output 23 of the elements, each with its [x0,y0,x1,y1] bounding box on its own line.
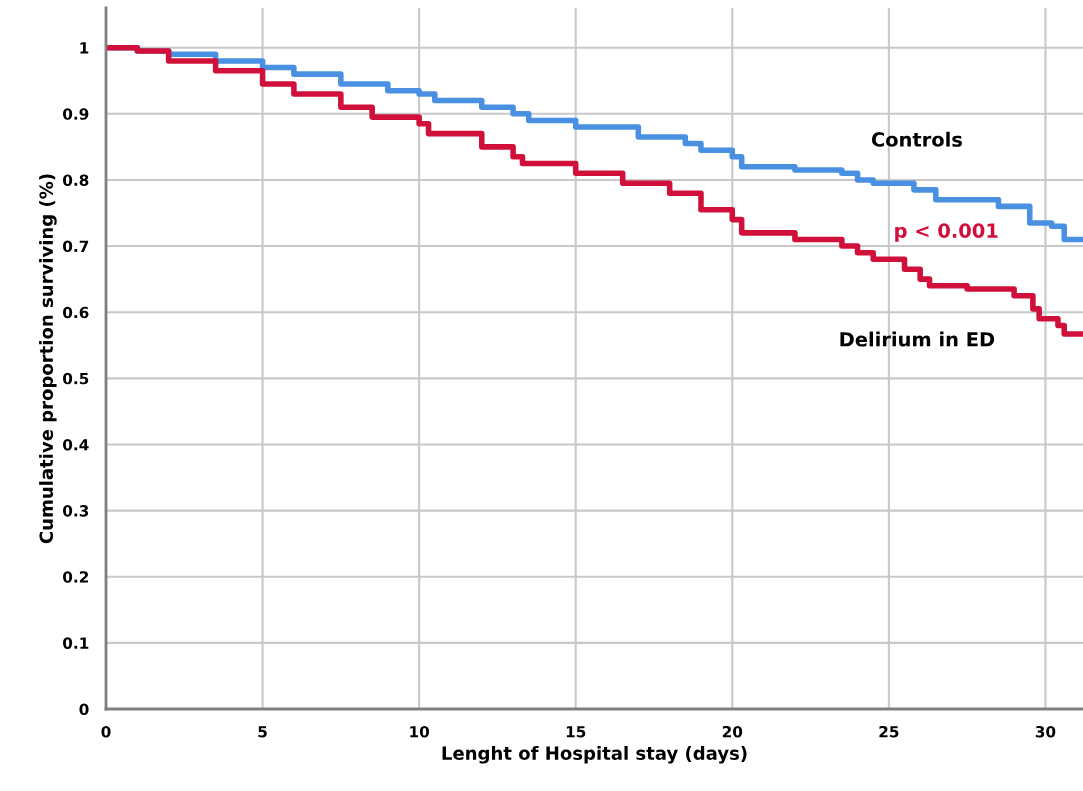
y-tick-label: 0.6 [63,306,89,319]
text: Delirium in ED [840,331,995,347]
annotation: p < 0.001 [895,223,998,242]
y-tick-label: 0.1 [63,637,89,649]
x-tick-label: 30 [1035,725,1056,738]
y-axis-title: Cumulative proportion surviving (%) [39,174,57,544]
y-tick-label: 0.9 [63,108,89,120]
y-tick-label: 0.7 [63,240,89,253]
x-tick-label: 25 [879,725,899,738]
y-tick-label: 0.2 [63,571,89,583]
x-tick-label: 15 [566,726,586,738]
y-tick-label: 0.5 [63,372,89,385]
y-tick-label: 0.4 [63,438,89,451]
series-label: Controls [871,131,962,147]
x-axis-title: Lenght of Hospital stay (days) [442,746,747,764]
y-tick-label: 0.8 [63,174,89,186]
y-tick-label: 0.3 [63,505,89,517]
x-tick-label: 20 [722,725,743,738]
y-tick-label: 0 [79,703,89,716]
y-tick-label: 1 [80,42,89,54]
x-tick-label: 10 [410,725,430,738]
x-tick-label: 5 [258,726,267,738]
x-tick-label: 0 [101,725,111,738]
